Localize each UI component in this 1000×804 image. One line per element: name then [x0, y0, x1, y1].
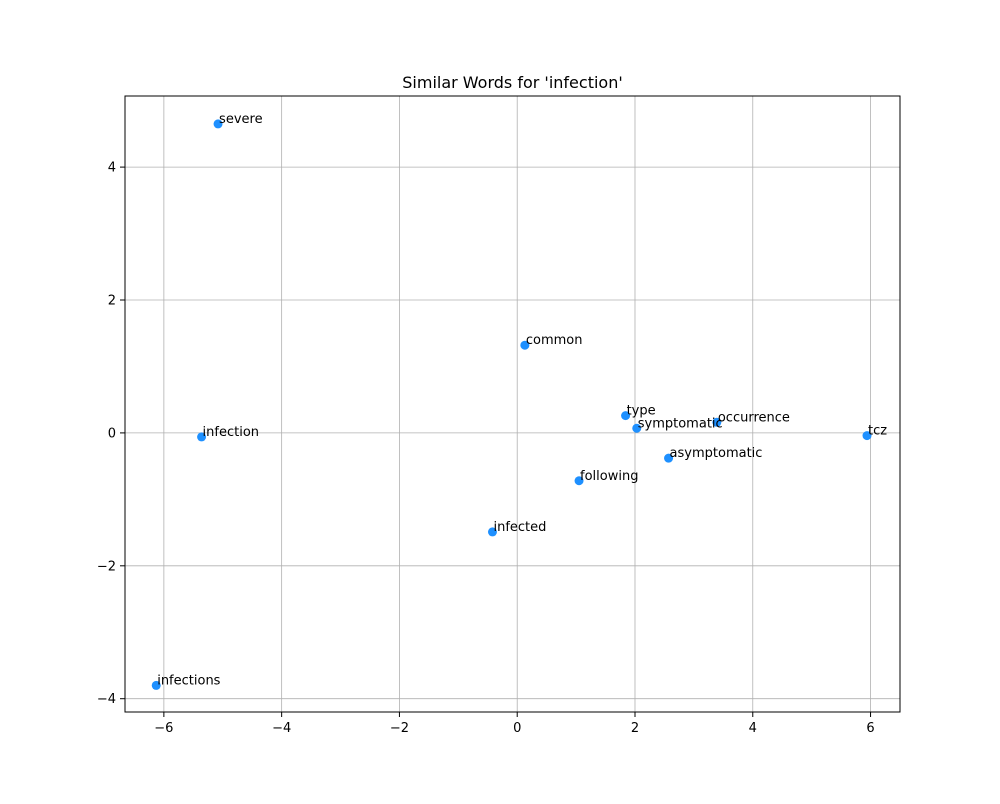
data-point-type: [621, 411, 631, 421]
data-point-tcz: [862, 431, 872, 441]
x-tick-label: 0: [513, 721, 521, 736]
point-label-occurrence: occurrence: [718, 410, 790, 425]
data-point-infections: [151, 680, 161, 690]
x-tick-label: 2: [631, 721, 639, 736]
point-label-symptomatic: symptomatic: [638, 416, 723, 431]
point-label-infections: infections: [157, 673, 220, 688]
x-tick-label: 4: [749, 721, 757, 736]
axis-ticks: −6 −4 −2 0 2 4 6 −4 −2 0 2 4: [97, 161, 875, 736]
point-label-infected: infected: [493, 520, 546, 535]
point-label-asymptomatic: asymptomatic: [670, 446, 763, 461]
x-tick-label: 6: [866, 721, 874, 736]
data-point-asymptomatic: [664, 453, 674, 463]
chart-title: Similar Words for 'infection': [402, 73, 622, 92]
y-tick-label: 2: [108, 294, 116, 309]
point-label-common: common: [526, 333, 583, 348]
data-point-following: [574, 476, 584, 486]
data-point-common: [520, 340, 530, 350]
plot-area: [124, 95, 901, 713]
data-point-occurrence: [712, 417, 722, 427]
x-tick-label: −4: [272, 721, 291, 736]
y-tick-label: 4: [108, 161, 116, 176]
y-tick-label: 0: [108, 426, 116, 441]
y-tick-label: −4: [97, 692, 116, 707]
grid: [125, 96, 900, 712]
x-tick-label: −6: [154, 721, 173, 736]
point-label-following: following: [580, 469, 638, 484]
data-point-infected: [487, 527, 497, 537]
data-point-symptomatic: [632, 423, 642, 433]
data-point-infection: [197, 432, 207, 442]
data-point-severe: [213, 119, 223, 129]
x-tick-label: −2: [390, 721, 409, 736]
point-label-type: type: [627, 404, 656, 419]
y-tick-label: −2: [97, 559, 116, 574]
point-label-infection: infection: [203, 425, 259, 440]
point-label-tcz: tcz: [868, 424, 887, 439]
point-label-severe: severe: [219, 112, 263, 127]
